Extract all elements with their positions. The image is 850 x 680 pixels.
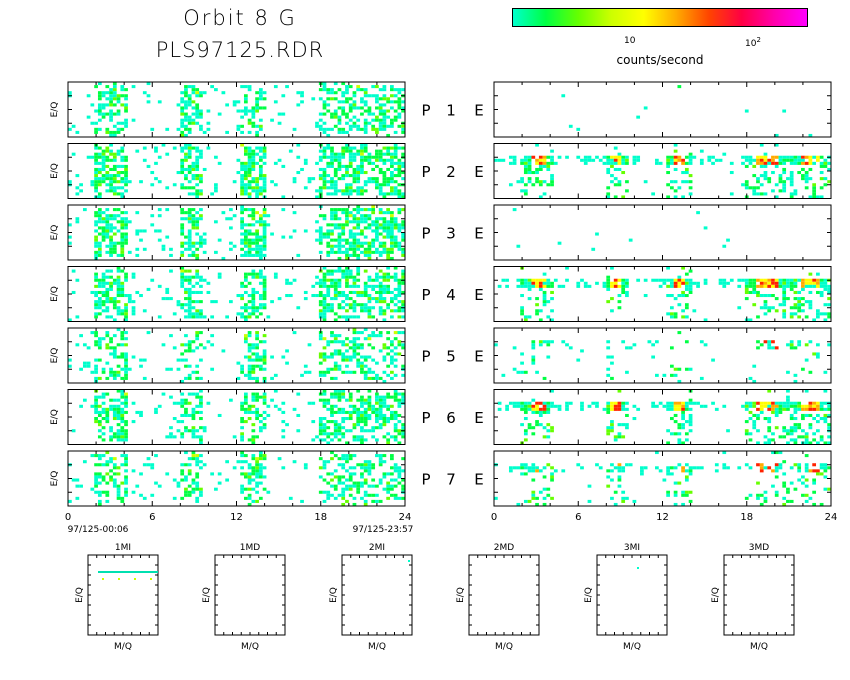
row-3-p-label: P (421, 225, 430, 243)
colorbar-label: counts/second (616, 53, 704, 67)
e-panel-1-cells (561, 85, 813, 137)
e-panel-3 (493, 204, 832, 261)
small-panel-1MI (87, 554, 159, 636)
e-xtick-18: 18 (740, 512, 753, 523)
e-xtick-24: 24 (825, 512, 838, 523)
row-2-p-label: P (421, 163, 430, 181)
small-panel-title-1MI: 1MI (115, 543, 131, 553)
p-panel-1-cells (68, 82, 405, 137)
e-panel-2 (493, 143, 832, 199)
small-panel-xlabel-3MI: M/Q (623, 642, 641, 652)
p-panel-2-cells (68, 143, 405, 199)
e-panel-5-cells (494, 331, 831, 383)
row-4-p-label: P (421, 286, 430, 304)
small-panel-xlabel-2MI: M/Q (368, 642, 386, 652)
e-panel-7-cells (494, 451, 831, 506)
p-panel-3-cells (68, 205, 405, 260)
p-panel-6-cells (71, 389, 405, 445)
colorbar-tick-100-exp: 2 (756, 36, 761, 44)
e-panel-4-cells (497, 266, 831, 322)
p-panel-2-ylabel: E/Q (50, 163, 60, 179)
row-5-e-label: E (474, 348, 483, 366)
p-xtick-18: 18 (314, 512, 327, 523)
row-2-e-label: E (474, 163, 483, 181)
small-panel-ylabel-3MI: E/Q (584, 587, 594, 603)
small-panel-title-3MD: 3MD (749, 543, 769, 553)
row-7-p-label: P (421, 471, 430, 489)
small-panel-ylabel-1MD: E/Q (202, 587, 212, 603)
row-3-number: 3 (446, 225, 456, 243)
small-panel-3MI-dot (637, 567, 639, 569)
row-1-p-label: P (421, 102, 430, 120)
e-xtick-0: 0 (491, 512, 497, 523)
row-6-e-label: E (474, 409, 483, 427)
row-5-p-label: P (421, 348, 430, 366)
row-1-number: 1 (446, 102, 456, 120)
time-end-label: 97/125-23:57 (353, 525, 414, 535)
p-xtick-12: 12 (230, 512, 243, 523)
small-panel-xlabel-3MD: M/Q (750, 642, 768, 652)
colorbar-tick-100-base: 10 (745, 39, 757, 49)
p-xtick-24: 24 (399, 512, 412, 523)
small-panel-title-2MD: 2MD (494, 543, 514, 553)
small-panel-ylabel-2MI: E/Q (329, 587, 339, 603)
row-7-e-label: E (474, 471, 483, 489)
row-6-p-label: P (421, 409, 430, 427)
p-panel-7-ylabel: E/Q (50, 471, 60, 487)
p-xtick-0: 0 (65, 512, 71, 523)
p-panel-6-ylabel: E/Q (50, 409, 60, 425)
small-panel-title-1MD: 1MD (240, 543, 260, 553)
e-panel-1 (493, 81, 832, 138)
e-xtick-12: 12 (656, 512, 669, 523)
small-panel-title-3MI: 3MI (624, 543, 640, 553)
p-panel-4-ylabel: E/Q (50, 286, 60, 302)
row-7-number: 7 (446, 471, 456, 489)
small-panel-3MD (723, 554, 795, 636)
row-4-e-label: E (474, 286, 483, 304)
colorbar-tick-10: 10 (624, 36, 636, 46)
small-panel-2MI-dot (408, 560, 410, 562)
row-6-number: 6 (446, 409, 456, 427)
row-2-number: 2 (446, 163, 456, 181)
row-5-number: 5 (446, 348, 456, 366)
e-panel-3-cells (512, 208, 730, 251)
p-panel-7-cells (68, 451, 405, 506)
small-panel-xlabel-1MD: M/Q (241, 642, 259, 652)
e-xtick-6: 6 (575, 512, 581, 523)
plot-title-file: PLS97125.RDR (155, 38, 325, 62)
row-3-e-label: E (474, 225, 483, 243)
row-1-e-label: E (474, 102, 483, 120)
time-start-label: 97/125-00:06 (68, 525, 129, 535)
row-4-number: 4 (446, 286, 456, 304)
small-panel-ylabel-2MD: E/Q (456, 587, 466, 603)
small-panel-3MI (596, 554, 668, 636)
p-xtick-6: 6 (149, 512, 155, 523)
plot-title-orbit: Orbit 8 G (183, 6, 297, 30)
p-panel-4-cells (68, 266, 405, 322)
p-panel-5-ylabel: E/Q (50, 348, 60, 364)
e-panel-2-cells (494, 143, 831, 199)
small-panel-ylabel-1MI: E/Q (75, 587, 85, 603)
p-panel-5-cells (68, 328, 405, 383)
colorbar-tick-100: 102 (745, 36, 761, 49)
colorbar (512, 8, 808, 27)
small-panel-1MD (214, 554, 286, 636)
p-panel-1-ylabel: E/Q (50, 102, 60, 118)
small-panel-2MI (341, 554, 413, 636)
small-panel-2MD (468, 554, 540, 636)
small-panel-xlabel-2MD: M/Q (495, 642, 513, 652)
p-panel-3-ylabel: E/Q (50, 225, 60, 241)
small-panel-xlabel-1MI: M/Q (114, 642, 132, 652)
small-panel-title-2MI: 2MI (369, 543, 385, 553)
small-panel-ylabel-3MD: E/Q (711, 587, 721, 603)
